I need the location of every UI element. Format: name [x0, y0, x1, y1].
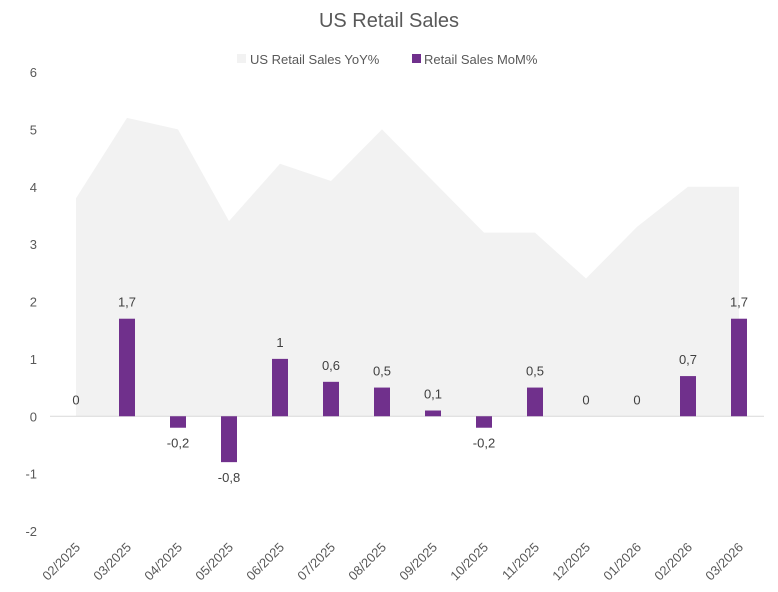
legend: US Retail Sales YoY% Retail Sales MoM%	[237, 52, 538, 67]
bar-mom	[476, 416, 492, 428]
x-tick-label: 03/2026	[702, 540, 746, 584]
x-tick-label: 06/2025	[243, 540, 287, 584]
bar-mom	[170, 416, 186, 428]
legend-label-yoy: US Retail Sales YoY%	[250, 52, 380, 67]
bar-mom	[374, 387, 390, 417]
y-axis-ticks: 6 5 4 3 2 1 0 -1 -2	[25, 65, 37, 539]
data-label: -0,8	[218, 470, 240, 485]
bar-mom	[119, 318, 135, 417]
bar-mom	[221, 416, 237, 463]
data-label: 1,7	[118, 295, 136, 310]
data-label: 0,5	[526, 364, 544, 379]
x-tick-label: 10/2025	[447, 540, 491, 584]
x-axis-ticks: 02/2025 03/2025 04/2025 05/2025 06/2025 07/20…	[39, 540, 746, 584]
area-yoy	[76, 117, 739, 417]
y-tick-label: 1	[30, 352, 37, 367]
y-tick-label: 6	[30, 65, 37, 80]
x-tick-label: 09/2025	[396, 540, 440, 584]
data-label-layer: 0 1,7 -0,2 -0,8 1 0,6 0,5 0,1 -0,2 0,5 0 0 0,7 1,7	[72, 295, 748, 485]
data-label: 0,1	[424, 387, 442, 402]
data-label: 0	[72, 392, 79, 407]
bar-mom	[272, 358, 288, 417]
x-tick-label: 02/2025	[39, 540, 83, 584]
y-tick-label: 0	[30, 409, 37, 424]
data-label: 0,7	[679, 352, 697, 367]
area-series-layer	[76, 117, 739, 417]
bar-series-layer	[119, 318, 747, 463]
y-tick-label: -1	[25, 467, 37, 482]
data-label: 1,7	[730, 295, 748, 310]
y-tick-label: 4	[30, 180, 37, 195]
x-tick-label: 11/2025	[499, 540, 542, 583]
data-label: -0,2	[473, 436, 495, 451]
legend-swatch-yoy	[237, 54, 246, 63]
y-tick-label: 3	[30, 237, 37, 252]
bar-mom	[425, 410, 441, 417]
y-tick-label: 5	[30, 122, 37, 137]
x-tick-label: 08/2025	[345, 540, 389, 584]
x-tick-label: 05/2025	[192, 540, 236, 584]
bar-mom	[680, 376, 696, 417]
chart-title: US Retail Sales	[319, 10, 459, 32]
x-tick-label: 03/2025	[90, 540, 134, 584]
y-tick-label: -2	[25, 524, 37, 539]
x-tick-label: 02/2026	[651, 540, 695, 584]
data-label: -0,2	[167, 436, 189, 451]
data-label: 0	[633, 392, 640, 407]
bar-mom	[731, 318, 747, 417]
x-tick-label: 04/2025	[141, 540, 185, 584]
bar-mom	[527, 387, 543, 417]
x-tick-label: 07/2025	[294, 540, 338, 584]
data-label: 0	[582, 392, 589, 407]
data-label: 0,5	[373, 364, 391, 379]
legend-label-mom: Retail Sales MoM%	[424, 52, 538, 67]
legend-swatch-mom	[412, 54, 421, 63]
x-tick-label: 12/2025	[549, 540, 593, 584]
data-label: 1	[276, 335, 283, 350]
y-tick-label: 2	[30, 295, 37, 310]
x-tick-label: 01/2026	[600, 540, 644, 584]
data-label: 0,6	[322, 358, 340, 373]
bar-mom	[323, 381, 339, 417]
